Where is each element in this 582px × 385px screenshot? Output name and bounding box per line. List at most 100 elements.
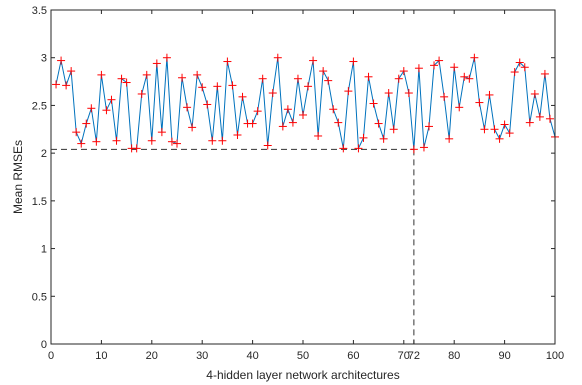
data-point-marker bbox=[67, 67, 76, 76]
data-point-marker bbox=[162, 53, 171, 62]
data-point-marker bbox=[339, 144, 348, 153]
axes-box bbox=[50, 9, 556, 345]
data-point-marker bbox=[344, 87, 353, 96]
y-tick-label: 1.5 bbox=[32, 196, 47, 208]
data-point-marker bbox=[167, 137, 176, 146]
data-point-marker bbox=[334, 118, 343, 127]
data-markers bbox=[52, 53, 559, 154]
data-point-marker bbox=[359, 133, 368, 142]
data-point-marker bbox=[147, 136, 156, 145]
data-point-marker bbox=[505, 129, 514, 138]
data-point-marker bbox=[157, 128, 166, 137]
data-point-marker bbox=[132, 144, 141, 153]
x-tick-label: 10 bbox=[95, 350, 107, 362]
data-point-marker bbox=[374, 119, 383, 128]
data-point-marker bbox=[188, 123, 197, 132]
data-point-marker bbox=[62, 81, 71, 90]
data-point-marker bbox=[419, 143, 428, 152]
data-point-marker bbox=[440, 92, 449, 101]
data-point-marker bbox=[455, 103, 464, 112]
data-point-marker bbox=[445, 134, 454, 143]
plot-area bbox=[51, 53, 559, 344]
data-point-marker bbox=[364, 72, 373, 81]
data-point-marker bbox=[273, 53, 282, 62]
data-point-marker bbox=[485, 90, 494, 99]
series-line bbox=[55, 57, 556, 151]
data-point-marker bbox=[430, 61, 439, 70]
data-point-marker bbox=[369, 99, 378, 108]
data-point-marker bbox=[314, 131, 323, 140]
data-point-marker bbox=[92, 137, 101, 146]
data-point-marker bbox=[198, 83, 207, 92]
x-tick-label: 40 bbox=[246, 350, 258, 362]
data-point-marker bbox=[414, 64, 423, 73]
x-tick-label: 60 bbox=[347, 350, 359, 362]
data-point-marker bbox=[490, 125, 499, 134]
data-point-marker bbox=[435, 56, 444, 65]
data-point-marker bbox=[450, 63, 459, 72]
data-point-marker bbox=[470, 53, 479, 62]
x-tick-label: 50 bbox=[297, 350, 309, 362]
y-tick-label: 2.5 bbox=[32, 100, 47, 112]
data-point-marker bbox=[304, 82, 313, 91]
data-point-marker bbox=[510, 68, 519, 77]
reference-lines bbox=[51, 148, 415, 344]
data-point-marker bbox=[480, 125, 489, 134]
y-tick-label: 0.5 bbox=[32, 291, 47, 303]
data-point-marker bbox=[520, 63, 529, 72]
data-point-marker bbox=[409, 145, 418, 154]
data-point-marker bbox=[475, 98, 484, 107]
data-point-marker bbox=[465, 74, 474, 83]
data-point-marker bbox=[540, 69, 549, 78]
y-tick-label: 1 bbox=[41, 244, 47, 256]
data-point-marker bbox=[379, 134, 388, 143]
x-tick-label: 80 bbox=[448, 350, 460, 362]
data-point-marker bbox=[203, 100, 212, 109]
data-point-marker bbox=[183, 103, 192, 112]
x-tick-label: 30 bbox=[196, 350, 208, 362]
y-axis-label: Mean RMSEs bbox=[11, 140, 25, 214]
y-tick-label: 2 bbox=[41, 148, 47, 160]
data-point-marker bbox=[309, 56, 318, 65]
x-tick-label: 100 bbox=[546, 350, 564, 362]
data-point-marker bbox=[223, 57, 232, 66]
data-point-marker bbox=[460, 72, 469, 81]
data-point-marker bbox=[238, 92, 247, 101]
data-point-marker bbox=[384, 89, 393, 98]
data-point-marker bbox=[394, 74, 403, 83]
data-point-marker bbox=[500, 120, 509, 129]
data-point-marker bbox=[425, 122, 433, 131]
x-axis-label: 4-hidden layer network architectures bbox=[206, 368, 399, 382]
data-point-marker bbox=[193, 70, 202, 79]
data-point-marker bbox=[278, 122, 287, 131]
data-point-marker bbox=[248, 119, 257, 128]
data-point-marker bbox=[82, 119, 91, 128]
data-point-marker bbox=[389, 125, 398, 134]
data-point-marker bbox=[515, 58, 524, 67]
data-point-marker bbox=[107, 95, 116, 104]
data-point-marker bbox=[288, 118, 297, 127]
data-point-marker bbox=[258, 74, 267, 83]
data-point-marker bbox=[152, 59, 161, 68]
data-point-marker bbox=[218, 136, 227, 145]
data-point-marker bbox=[228, 81, 237, 90]
y-tick-label: 0 bbox=[41, 339, 47, 351]
x-tick-label: 90 bbox=[498, 350, 510, 362]
data-point-marker bbox=[112, 136, 121, 145]
data-point-marker bbox=[495, 134, 504, 143]
data-point-marker bbox=[283, 105, 292, 114]
data-point-marker bbox=[137, 89, 146, 98]
y-axis-ticks: 0 0.5 1 1.5 2 2.5 3 3.5 bbox=[32, 5, 555, 351]
data-point-marker bbox=[349, 57, 358, 66]
data-point-marker bbox=[173, 139, 181, 148]
data-point-marker bbox=[102, 106, 111, 115]
x-tick-label: 20 bbox=[146, 350, 158, 362]
data-point-marker bbox=[329, 105, 338, 114]
data-point-marker bbox=[525, 118, 534, 127]
data-point-marker bbox=[404, 89, 413, 98]
data-point-marker bbox=[52, 80, 61, 89]
data-point-marker bbox=[213, 82, 222, 91]
data-point-marker bbox=[178, 73, 187, 82]
